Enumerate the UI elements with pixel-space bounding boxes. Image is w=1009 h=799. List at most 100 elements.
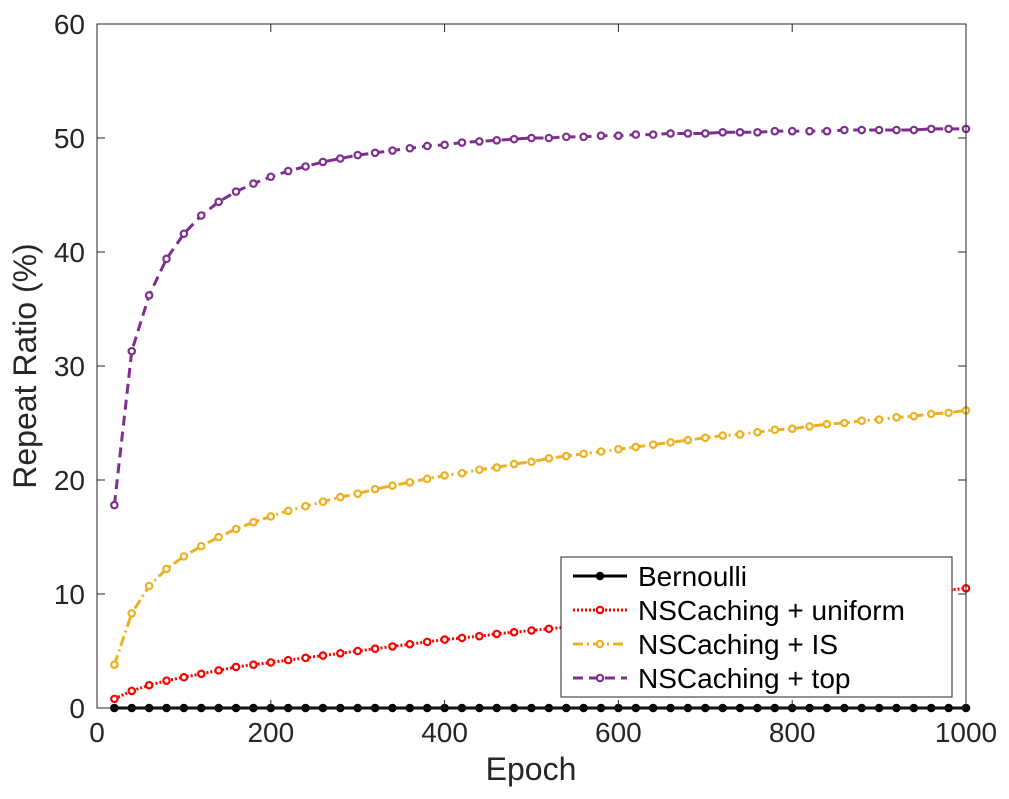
data-point <box>231 662 241 672</box>
legend-item: NSCaching + IS <box>573 629 838 660</box>
data-point <box>700 433 710 443</box>
data-point <box>422 141 432 151</box>
legend-label: NSCaching + IS <box>638 629 838 660</box>
data-point <box>544 624 554 634</box>
data-point <box>405 639 415 649</box>
data-point <box>579 132 588 142</box>
series-line <box>112 408 967 666</box>
data-point <box>388 642 397 651</box>
data-point <box>353 489 363 498</box>
y-tick-label: 50 <box>54 123 85 154</box>
data-point <box>944 408 953 418</box>
data-point <box>857 125 867 135</box>
data-point <box>840 418 849 428</box>
data-point <box>144 581 154 591</box>
data-point <box>527 133 536 143</box>
y-tick-label: 0 <box>69 693 85 724</box>
legend-swatch-marker <box>595 673 605 683</box>
data-point <box>631 130 641 139</box>
data-point <box>440 471 449 480</box>
legend-swatch-marker <box>595 639 605 649</box>
data-point <box>231 187 241 196</box>
data-point <box>735 430 745 439</box>
data-point <box>283 506 293 516</box>
y-tick-label: 40 <box>54 237 85 268</box>
legend-label: NSCaching + uniform <box>638 595 905 626</box>
data-point <box>874 415 884 424</box>
data-point <box>753 128 762 137</box>
data-point <box>596 131 606 141</box>
data-point <box>388 146 397 155</box>
data-point <box>614 444 623 454</box>
data-point <box>492 629 502 639</box>
data-point <box>318 497 328 506</box>
data-point <box>266 512 276 521</box>
data-point <box>162 564 171 574</box>
data-point <box>318 157 328 167</box>
data-point <box>648 440 658 449</box>
data-point <box>544 454 554 463</box>
data-point <box>770 425 780 435</box>
data-point <box>196 211 206 220</box>
data-point <box>770 126 780 136</box>
data-point <box>440 140 449 150</box>
data-point <box>353 150 363 160</box>
data-point <box>822 419 832 429</box>
data-point <box>561 132 571 142</box>
data-point <box>475 465 484 475</box>
data-point <box>162 676 171 685</box>
data-point <box>475 631 484 641</box>
legend-label: NSCaching + top <box>638 663 850 694</box>
data-point <box>648 130 658 139</box>
data-point <box>822 126 832 136</box>
data-point <box>892 412 901 422</box>
data-point <box>405 143 415 153</box>
y-tick-label: 10 <box>54 579 85 610</box>
data-point <box>249 179 258 188</box>
data-point <box>926 124 936 134</box>
data-point <box>909 125 919 135</box>
y-tick-label: 20 <box>54 465 85 496</box>
data-point <box>527 457 536 467</box>
legend-label: Bernoulli <box>638 561 747 592</box>
data-point <box>214 666 223 675</box>
series-3 <box>110 124 971 510</box>
data-point <box>301 653 310 663</box>
data-point <box>196 669 206 679</box>
legend-box <box>560 556 953 698</box>
data-point <box>370 148 380 158</box>
data-point <box>457 138 467 147</box>
data-point <box>214 197 223 207</box>
x-tick-label: 800 <box>769 717 816 748</box>
data-point <box>249 660 258 669</box>
data-point <box>336 648 345 658</box>
data-point <box>179 229 189 239</box>
data-point <box>492 135 502 145</box>
data-point <box>196 541 206 551</box>
data-point <box>144 291 154 300</box>
x-tick-label: 0 <box>89 717 105 748</box>
data-point <box>509 459 519 469</box>
data-point <box>787 424 797 434</box>
x-tick-label: 1000 <box>935 717 997 748</box>
data-point <box>787 126 797 136</box>
legend-item: Bernoulli <box>573 561 747 592</box>
data-point <box>544 133 554 143</box>
data-point <box>753 427 762 437</box>
data-point <box>301 162 310 171</box>
data-point <box>596 447 606 456</box>
data-point <box>509 134 519 144</box>
legend-swatch-marker <box>595 571 605 581</box>
data-point <box>718 431 727 440</box>
data-point <box>874 125 884 135</box>
data-point <box>266 172 276 182</box>
data-point <box>492 463 502 472</box>
y-tick-label: 30 <box>54 351 85 382</box>
data-point <box>440 635 449 644</box>
data-point <box>110 500 119 510</box>
data-point <box>162 254 171 264</box>
data-point <box>718 128 727 137</box>
data-point <box>127 346 137 356</box>
